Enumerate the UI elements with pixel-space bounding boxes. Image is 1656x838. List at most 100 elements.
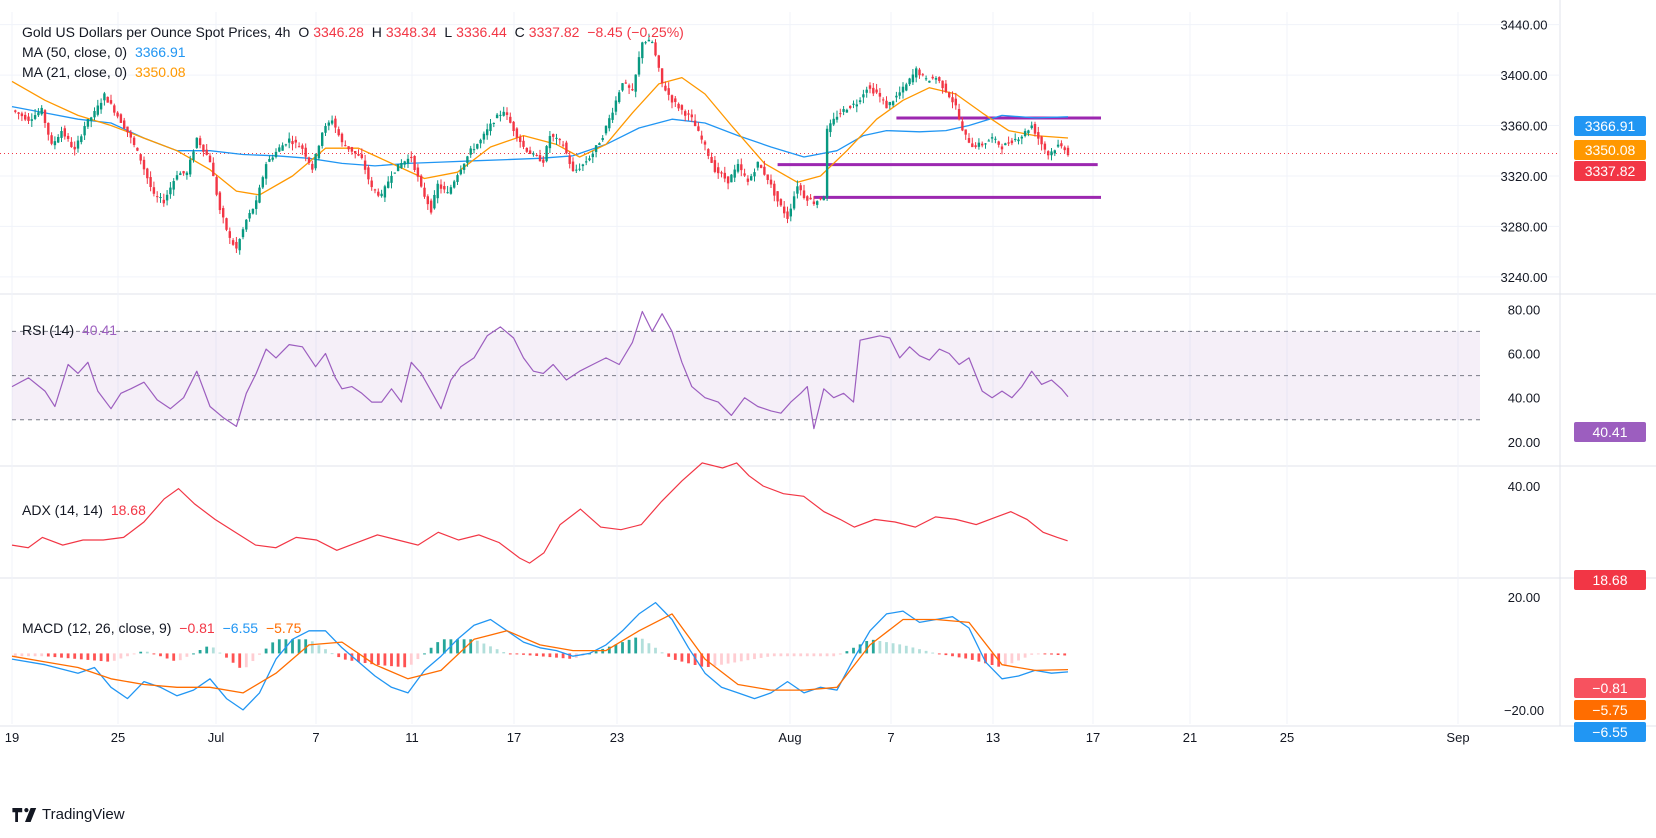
candle-body — [60, 131, 63, 138]
low-value: 3336.44 — [456, 24, 507, 40]
macd-histogram-bar — [251, 653, 255, 662]
candle-body — [294, 139, 297, 143]
macd-histogram-bar — [33, 653, 37, 657]
candle-body — [552, 134, 555, 137]
macd-histogram-bar — [838, 653, 842, 655]
candle-body — [472, 149, 476, 151]
candle-body — [288, 138, 291, 143]
candle-body — [538, 155, 542, 162]
candle-body — [835, 116, 839, 120]
candle-body — [647, 39, 651, 42]
candle-body — [611, 112, 614, 120]
macd-histogram-bar — [126, 653, 129, 657]
candle-body — [185, 172, 189, 176]
candle-body — [156, 196, 159, 198]
candle-body — [347, 146, 350, 150]
candle-body — [119, 114, 123, 123]
x-tick-label: 25 — [111, 730, 125, 745]
macd-histogram-bar — [337, 653, 341, 658]
macd-histogram-bar — [258, 653, 261, 655]
brand[interactable]: TradingView — [12, 806, 125, 823]
macd-histogram-bar — [1017, 653, 1020, 661]
candle-body — [433, 194, 436, 209]
candle-body — [162, 199, 165, 204]
candle-body — [891, 101, 895, 106]
candle-body — [370, 180, 373, 188]
macd-histogram-bar — [535, 653, 539, 656]
candle-body — [198, 138, 202, 146]
candle-body — [47, 122, 50, 135]
candle-body — [40, 107, 43, 115]
candle-body — [901, 86, 905, 93]
candle-body — [1056, 144, 1060, 147]
candle-body — [674, 98, 677, 103]
macd-histogram-bar — [561, 653, 565, 659]
candle-body — [581, 164, 585, 167]
candle-body — [588, 158, 591, 161]
candle-body — [911, 74, 915, 83]
x-tick-label: 7 — [312, 730, 319, 745]
candle-body — [832, 118, 835, 125]
macd-histogram-bar — [805, 653, 809, 657]
macd-histogram-bar — [660, 652, 664, 654]
candle-body — [786, 211, 789, 219]
candle-body — [106, 96, 109, 103]
macd-histogram-bar — [264, 648, 268, 654]
macd-histogram-bar — [713, 653, 717, 666]
macd-histogram-bar — [832, 653, 836, 657]
macd-histogram-bar — [469, 639, 473, 654]
candle-body — [561, 144, 565, 146]
macd-line — [11, 601, 1069, 711]
macd-histogram-bar — [304, 639, 308, 654]
macd-histogram-bar — [799, 653, 803, 657]
candle-body — [1030, 125, 1033, 129]
candle-body — [1066, 147, 1070, 156]
macd-histogram-bar — [396, 653, 400, 667]
candle-body — [284, 144, 288, 146]
adx-label: ADX (14, 14) — [22, 502, 103, 518]
macd-histogram-bar — [343, 653, 347, 660]
x-tick-label: 7 — [887, 730, 894, 745]
candle-body — [142, 159, 146, 170]
macd-histogram-bar — [654, 647, 657, 654]
macd-histogram-bar — [779, 653, 783, 657]
candle-body — [522, 140, 525, 147]
macd-histogram-bar — [634, 637, 638, 654]
macd-histogram-bar — [700, 653, 704, 667]
macd-histogram-bar — [502, 652, 506, 654]
moving-averages — [11, 76, 1069, 196]
candle-body — [519, 137, 522, 143]
candle-body — [327, 122, 330, 126]
candle-body — [568, 155, 571, 164]
macd-histogram-bar — [825, 653, 829, 657]
price-tick-label: 3400.00 — [1501, 68, 1548, 83]
macd-histogram-bar — [330, 653, 334, 655]
candle-body — [591, 153, 594, 158]
candle-body — [845, 109, 849, 113]
candle-body — [469, 148, 472, 155]
macd-histogram-bar — [132, 653, 136, 655]
candle-body — [377, 191, 380, 196]
macd-histogram-bar — [192, 653, 195, 655]
candle-body — [868, 85, 872, 89]
candle-body — [258, 187, 261, 203]
candle-body — [680, 105, 684, 110]
macd-histogram-bar — [614, 644, 618, 654]
candle-body — [169, 187, 172, 195]
candle-body — [849, 105, 852, 109]
macd-histogram-bar — [462, 639, 466, 654]
candle-body — [707, 149, 710, 156]
candle-body — [994, 138, 997, 140]
candle-body — [274, 151, 278, 158]
macd-histogram-bar — [812, 653, 816, 657]
candle-body — [80, 136, 83, 143]
candle-body — [565, 142, 568, 154]
candle-body — [96, 105, 99, 115]
candle-body — [740, 164, 743, 171]
macd-histogram-bar — [297, 639, 301, 654]
x-tick-label: 19 — [5, 730, 19, 745]
macd-histogram-bar — [93, 653, 96, 661]
macd-histogram-bar — [1010, 653, 1014, 664]
candle-body — [763, 166, 766, 175]
macd-histogram-bar — [515, 653, 519, 655]
